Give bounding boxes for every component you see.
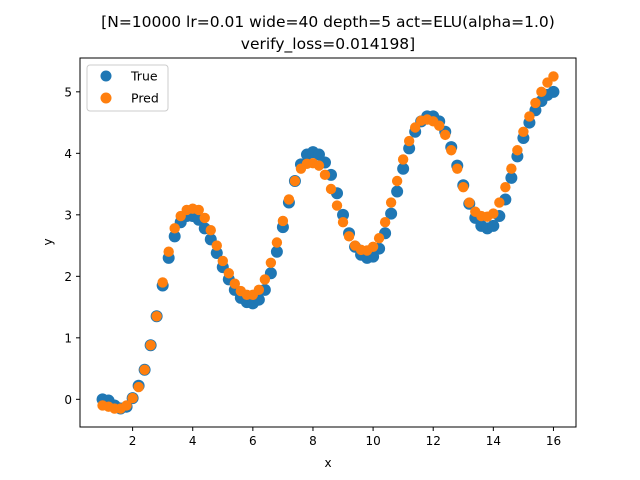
x-tick-label: 14 <box>486 434 501 448</box>
point-pred <box>343 231 355 242</box>
plot-frame <box>79 57 577 428</box>
point-pred <box>391 175 403 187</box>
point-true <box>547 85 560 98</box>
point-pred <box>133 381 144 393</box>
x-axis-label: x <box>324 456 331 470</box>
y-tick-label: 0 <box>64 393 72 407</box>
chart-title-line-1: [N=10000 lr=0.01 wide=40 depth=5 act=ELU… <box>101 13 555 31</box>
point-pred <box>127 392 138 404</box>
point-pred <box>331 200 343 211</box>
point-pred <box>253 284 265 296</box>
chart-title-line-2: verify_loss=0.014198] <box>241 35 415 54</box>
point-pred <box>313 160 325 171</box>
point-pred <box>151 311 162 322</box>
point-pred <box>500 181 511 193</box>
point-pred <box>325 183 337 195</box>
point-pred <box>452 163 463 174</box>
point-pred <box>217 255 228 267</box>
point-true <box>397 162 410 175</box>
point-pred <box>548 71 559 82</box>
point-pred <box>157 277 168 288</box>
point-pred <box>163 246 174 257</box>
point-pred <box>337 217 349 228</box>
y-tick-label: 2 <box>64 270 72 284</box>
point-pred <box>409 122 421 133</box>
point-pred <box>530 97 541 109</box>
point-true <box>168 230 181 243</box>
point-true <box>210 246 223 259</box>
point-pred <box>259 274 271 285</box>
legend-label-true: True <box>130 69 158 84</box>
point-pred <box>271 237 283 248</box>
point-pred <box>139 364 150 376</box>
point-pred <box>385 197 397 208</box>
point-pred <box>229 278 241 289</box>
point-pred <box>205 225 216 236</box>
y-tick-label: 4 <box>64 147 72 161</box>
point-pred <box>397 154 409 165</box>
x-tick-label: 16 <box>546 434 561 448</box>
y-axis: 0 1 2 3 4 5 <box>64 85 80 407</box>
point-pred <box>169 223 180 234</box>
point-pred <box>434 120 445 131</box>
plot-points <box>96 71 560 415</box>
point-pred <box>403 135 415 147</box>
point-pred <box>199 212 210 224</box>
point-true <box>391 185 404 198</box>
point-pred <box>494 197 505 208</box>
x-axis: 2 4 6 8 10 12 14 16 <box>129 427 561 448</box>
point-pred <box>145 340 156 351</box>
point-pred <box>277 215 289 227</box>
x-tick-label: 8 <box>309 434 317 448</box>
y-tick-label: 3 <box>64 208 72 222</box>
point-pred <box>464 197 475 208</box>
chart-title: [N=10000 lr=0.01 wide=40 depth=5 act=ELU… <box>101 13 555 54</box>
point-pred <box>319 169 331 181</box>
point-pred <box>289 175 301 187</box>
point-pred <box>373 232 385 244</box>
legend-marker-pred <box>100 92 112 104</box>
point-pred <box>379 217 391 228</box>
legend-marker-true <box>100 70 112 82</box>
point-true <box>505 171 518 184</box>
point-true <box>487 219 500 232</box>
point-pred <box>446 145 457 156</box>
point-true <box>337 208 350 221</box>
legend: True Pred <box>86 64 169 112</box>
point-pred <box>283 194 295 205</box>
x-tick-label: 4 <box>189 434 197 448</box>
point-true <box>385 207 398 220</box>
point-pred <box>458 181 469 193</box>
point-pred <box>440 129 451 141</box>
x-tick-label: 2 <box>129 434 137 448</box>
point-pred <box>193 204 204 216</box>
point-pred <box>512 145 523 156</box>
point-true <box>403 142 416 155</box>
point-true <box>270 245 283 258</box>
point-pred <box>211 240 222 251</box>
legend-label-pred: Pred <box>131 91 159 106</box>
point-pred <box>223 268 234 279</box>
x-tick-label: 10 <box>365 434 380 448</box>
x-tick-label: 6 <box>249 434 257 448</box>
x-tick-label: 12 <box>426 434 441 448</box>
y-tick-label: 5 <box>64 85 72 99</box>
point-pred <box>506 163 517 174</box>
point-pred <box>536 86 547 98</box>
y-tick-label: 1 <box>64 331 72 345</box>
y-axis-label: y <box>41 238 55 245</box>
point-pred <box>121 400 132 411</box>
point-pred <box>367 241 379 253</box>
point-pred <box>524 111 535 122</box>
point-pred <box>488 208 499 219</box>
point-pred <box>265 257 277 268</box>
point-pred <box>518 126 529 137</box>
